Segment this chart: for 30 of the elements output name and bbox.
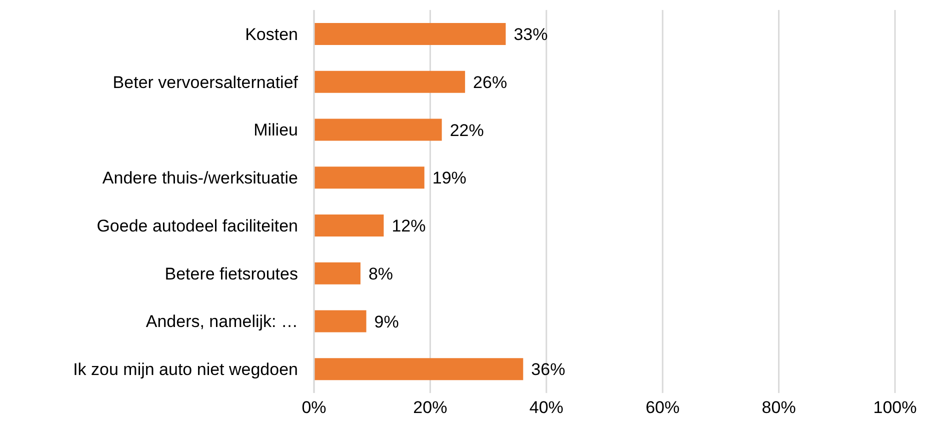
x-tick-label: 0%: [302, 398, 326, 418]
bar: [314, 70, 466, 93]
x-tick-label: 60%: [646, 398, 680, 418]
bar: [314, 310, 366, 332]
data-label: 12%: [392, 216, 426, 236]
y-tick-label: Betere fietsroutes: [164, 264, 298, 284]
data-label: 22%: [450, 120, 484, 140]
x-tick-label: 20%: [413, 398, 448, 418]
y-tick-label: Milieu: [254, 120, 298, 140]
y-tick-label: Ik zou mijn auto niet wegdoen: [73, 360, 298, 380]
data-label: 9%: [374, 312, 399, 332]
data-label: 8%: [368, 264, 394, 284]
bar: [314, 118, 442, 141]
bar: [314, 358, 524, 380]
y-tick-label: Beter vervoersalternatief: [112, 72, 298, 92]
y-tick-label: Andere thuis-/werksituatie: [102, 168, 298, 188]
y-tick-label: Anders, namelijk: …: [146, 312, 298, 332]
bar: [314, 214, 384, 236]
bar: [314, 23, 506, 45]
x-tick-label: 40%: [529, 398, 564, 418]
data-label: 36%: [531, 360, 566, 380]
x-tick-label: 100%: [873, 398, 917, 418]
bar: [314, 166, 424, 189]
bar: [314, 262, 360, 284]
x-tick-label: 80%: [762, 398, 796, 418]
data-label: 19%: [432, 168, 466, 188]
data-label: 26%: [473, 72, 508, 92]
data-label: 33%: [514, 25, 548, 44]
y-tick-label: Goede autodeel faciliteiten: [96, 216, 298, 236]
y-tick-label: Kosten: [245, 24, 298, 44]
